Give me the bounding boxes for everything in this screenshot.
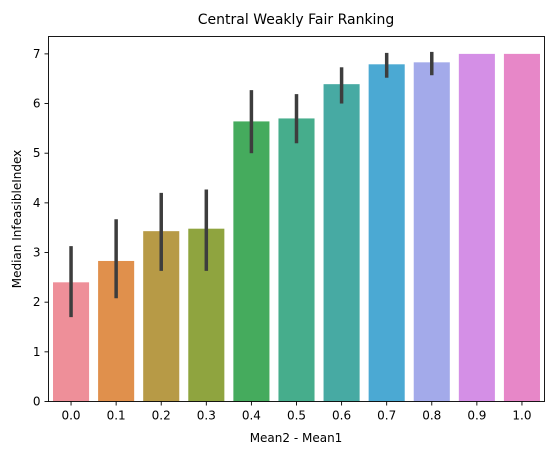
bar-1.0 bbox=[503, 53, 540, 402]
x-tick-label: 0.2 bbox=[152, 409, 171, 423]
y-tick-label: 1 bbox=[33, 345, 41, 359]
bar-0.5 bbox=[278, 118, 315, 402]
chart-title: Central Weakly Fair Ranking bbox=[198, 12, 394, 28]
x-axis: 0.0 0.1 0.2 0.3 0.4 0.5 0.6 0.7 0.8 0.9 1.0 bbox=[61, 401, 532, 423]
y-tick-label: 5 bbox=[33, 146, 41, 160]
x-tick-label: 1.0 bbox=[512, 409, 531, 423]
y-tick-label: 2 bbox=[33, 295, 41, 309]
y-tick-label: 6 bbox=[33, 97, 41, 111]
x-tick-label: 0.9 bbox=[467, 409, 486, 423]
x-tick-label: 0.8 bbox=[422, 409, 441, 423]
x-axis-label: Mean2 - Mean1 bbox=[250, 431, 343, 445]
x-tick-label: 0.3 bbox=[197, 409, 216, 423]
x-tick-label: 0.4 bbox=[242, 409, 261, 423]
y-tick-label: 3 bbox=[33, 246, 41, 260]
y-tick-label: 4 bbox=[33, 196, 41, 210]
x-tick-label: 0.7 bbox=[377, 409, 396, 423]
bars-group bbox=[53, 53, 540, 402]
error-bars-group bbox=[69, 51, 434, 318]
y-axis-label: Median InfeasibleIndex bbox=[10, 150, 24, 289]
bar-0.8 bbox=[413, 62, 450, 402]
bar-0.6 bbox=[323, 84, 360, 402]
bar-0.4 bbox=[233, 121, 270, 402]
x-tick-label: 0.6 bbox=[332, 409, 351, 423]
y-axis: 0 1 2 3 4 5 6 7 bbox=[33, 47, 49, 409]
x-tick-label: 0.5 bbox=[287, 409, 306, 423]
y-tick-label: 7 bbox=[33, 47, 41, 61]
y-tick-label: 0 bbox=[33, 395, 41, 409]
bar-0.7 bbox=[368, 64, 405, 402]
x-tick-label: 0.0 bbox=[61, 409, 80, 423]
bar-0.9 bbox=[458, 53, 495, 402]
x-tick-label: 0.1 bbox=[107, 409, 126, 423]
